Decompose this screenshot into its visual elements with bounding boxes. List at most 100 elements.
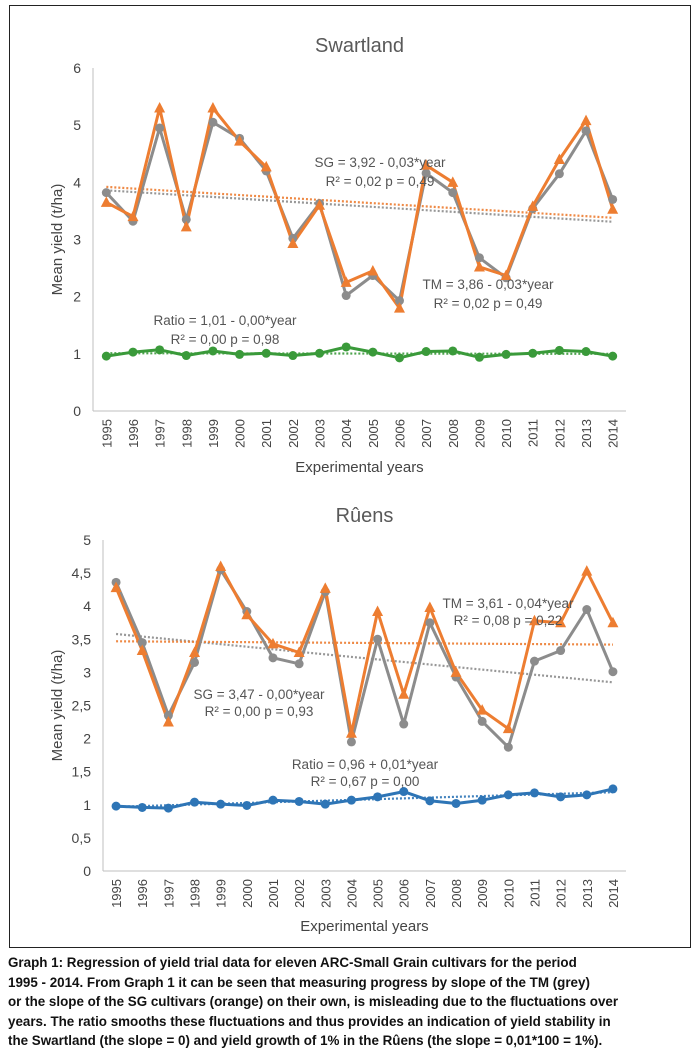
ratio-point <box>529 788 539 798</box>
sg-point <box>319 582 331 593</box>
y-tick-label: 2 <box>73 289 81 305</box>
tm-point <box>155 123 165 133</box>
tm-point <box>425 618 435 628</box>
x-tick-label: 1995 <box>99 419 114 448</box>
sg-point <box>607 616 619 628</box>
x-tick-label: 2004 <box>344 879 359 908</box>
x-tick-label: 1997 <box>153 419 168 448</box>
sg-point <box>162 716 174 727</box>
sg-point <box>136 644 148 656</box>
x-tick-label: 2006 <box>392 419 407 448</box>
ratio-point <box>425 796 435 806</box>
sg-point <box>287 237 299 249</box>
y-tick-label: 1,5 <box>72 764 92 780</box>
x-tick-label: 2005 <box>371 879 386 908</box>
x-tick-label: 1996 <box>126 419 141 448</box>
y-tick-label: 2,5 <box>72 698 92 714</box>
tm-point <box>477 716 487 726</box>
tm-series-line <box>114 568 615 749</box>
x-tick-label: 2011 <box>526 419 541 447</box>
regression-stats: R² = 0,02 p = 0,49 <box>434 296 543 311</box>
regression-stats: R² = 0,00 p = 0,98 <box>171 332 280 347</box>
sg-point <box>398 688 410 699</box>
y-tick-label: 5 <box>83 532 91 548</box>
ratio-point <box>421 347 431 357</box>
ratio-point <box>474 352 484 362</box>
sg-point <box>241 608 253 620</box>
x-tick-label: 2000 <box>233 419 248 448</box>
figure-caption: Graph 1: Regression of yield trial data … <box>8 953 694 1051</box>
x-tick-label: 1997 <box>161 879 176 908</box>
ratio-point <box>448 346 458 356</box>
sg-point <box>234 135 246 146</box>
x-tick-label: 1999 <box>206 419 221 448</box>
tm-point <box>208 117 218 127</box>
tm-point <box>582 605 592 615</box>
x-tick-label: 2012 <box>554 879 569 908</box>
ratio-point <box>163 803 173 813</box>
y-tick-label: 4,5 <box>72 565 92 581</box>
sg-point <box>267 637 279 649</box>
ratio-point <box>181 351 191 361</box>
ratio-point <box>346 795 356 805</box>
x-tick-label: 1999 <box>214 879 229 908</box>
tm-point <box>554 169 564 179</box>
tm-point <box>474 253 484 263</box>
x-tick-label: 2007 <box>423 879 438 908</box>
x-axis-label: Experimental years <box>295 459 423 476</box>
x-tick-label: 2006 <box>397 879 412 908</box>
x-tick-label: 2010 <box>499 419 514 448</box>
x-tick-label: 2009 <box>472 419 487 448</box>
ratio-point <box>242 800 252 810</box>
sg-point <box>100 196 112 207</box>
ratio-point <box>288 351 298 361</box>
caption-line: Graph 1: Regression of yield trial data … <box>8 955 577 970</box>
y-tick-label: 4 <box>73 174 81 190</box>
ratio-point <box>208 346 218 356</box>
tm-point <box>181 214 191 224</box>
sg-point <box>607 203 619 214</box>
sg-trendline <box>116 640 613 646</box>
ratio-point <box>582 790 592 800</box>
x-axis-label: Experimental years <box>300 918 428 935</box>
sg-point <box>345 727 357 738</box>
ratio-point <box>101 351 111 361</box>
x-tick-label: 1998 <box>188 879 203 908</box>
y-tick-label: 3 <box>73 232 81 248</box>
sg-point <box>340 276 352 287</box>
ratio-point <box>373 792 383 802</box>
x-tick-label: 2003 <box>313 419 328 448</box>
tm-point <box>503 742 513 752</box>
x-tick-label: 2007 <box>419 419 434 448</box>
regression-equation: SG = 3,92 - 0,03*year <box>315 155 446 170</box>
tm-trendline <box>115 632 614 684</box>
y-axis-label: Mean yield (t/ha) <box>49 184 66 296</box>
ratio-point <box>556 792 566 802</box>
regression-equation: SG = 3,47 - 0,00*year <box>194 687 325 702</box>
x-tick-label: 2011 <box>527 879 542 907</box>
x-tick-label: 2003 <box>318 879 333 908</box>
sg-point <box>215 560 227 571</box>
sg-point <box>450 666 462 677</box>
y-tick-label: 0 <box>83 863 91 879</box>
x-tick-label: 2013 <box>579 419 594 448</box>
y-axis-label: Mean yield (t/ha) <box>49 650 66 762</box>
ratio-point <box>155 345 165 355</box>
charts-canvas: Swartland 0 1 2 3 4 5 6 1995 1996 1997 1998 1999 2000… <box>49 35 626 935</box>
tm-point <box>581 126 591 136</box>
sg-point <box>527 200 539 211</box>
sg-point <box>581 565 593 576</box>
sg-point <box>207 102 219 113</box>
sg-point <box>500 269 512 281</box>
tm-point <box>421 168 431 178</box>
x-tick-label: 2001 <box>266 879 281 908</box>
x-tick-label: 2012 <box>552 419 567 448</box>
ratio-point <box>111 801 121 811</box>
sg-point <box>189 646 201 658</box>
sg-point <box>580 114 592 126</box>
regression-stats: R² = 0,02 p = 0,49 <box>326 174 435 189</box>
sg-point <box>502 722 514 734</box>
regression-equation: Ratio = 1,01 - 0,00*year <box>154 313 297 328</box>
y-tick-label: 3 <box>83 664 91 680</box>
tm-point <box>346 737 356 747</box>
